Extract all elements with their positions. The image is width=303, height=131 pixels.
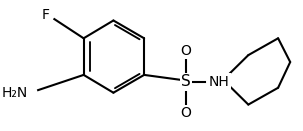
Text: NH: NH bbox=[209, 75, 229, 89]
Text: S: S bbox=[181, 74, 191, 89]
Text: O: O bbox=[181, 44, 191, 58]
Text: F: F bbox=[42, 8, 50, 22]
Text: O: O bbox=[181, 106, 191, 120]
Text: H₂N: H₂N bbox=[2, 86, 28, 100]
